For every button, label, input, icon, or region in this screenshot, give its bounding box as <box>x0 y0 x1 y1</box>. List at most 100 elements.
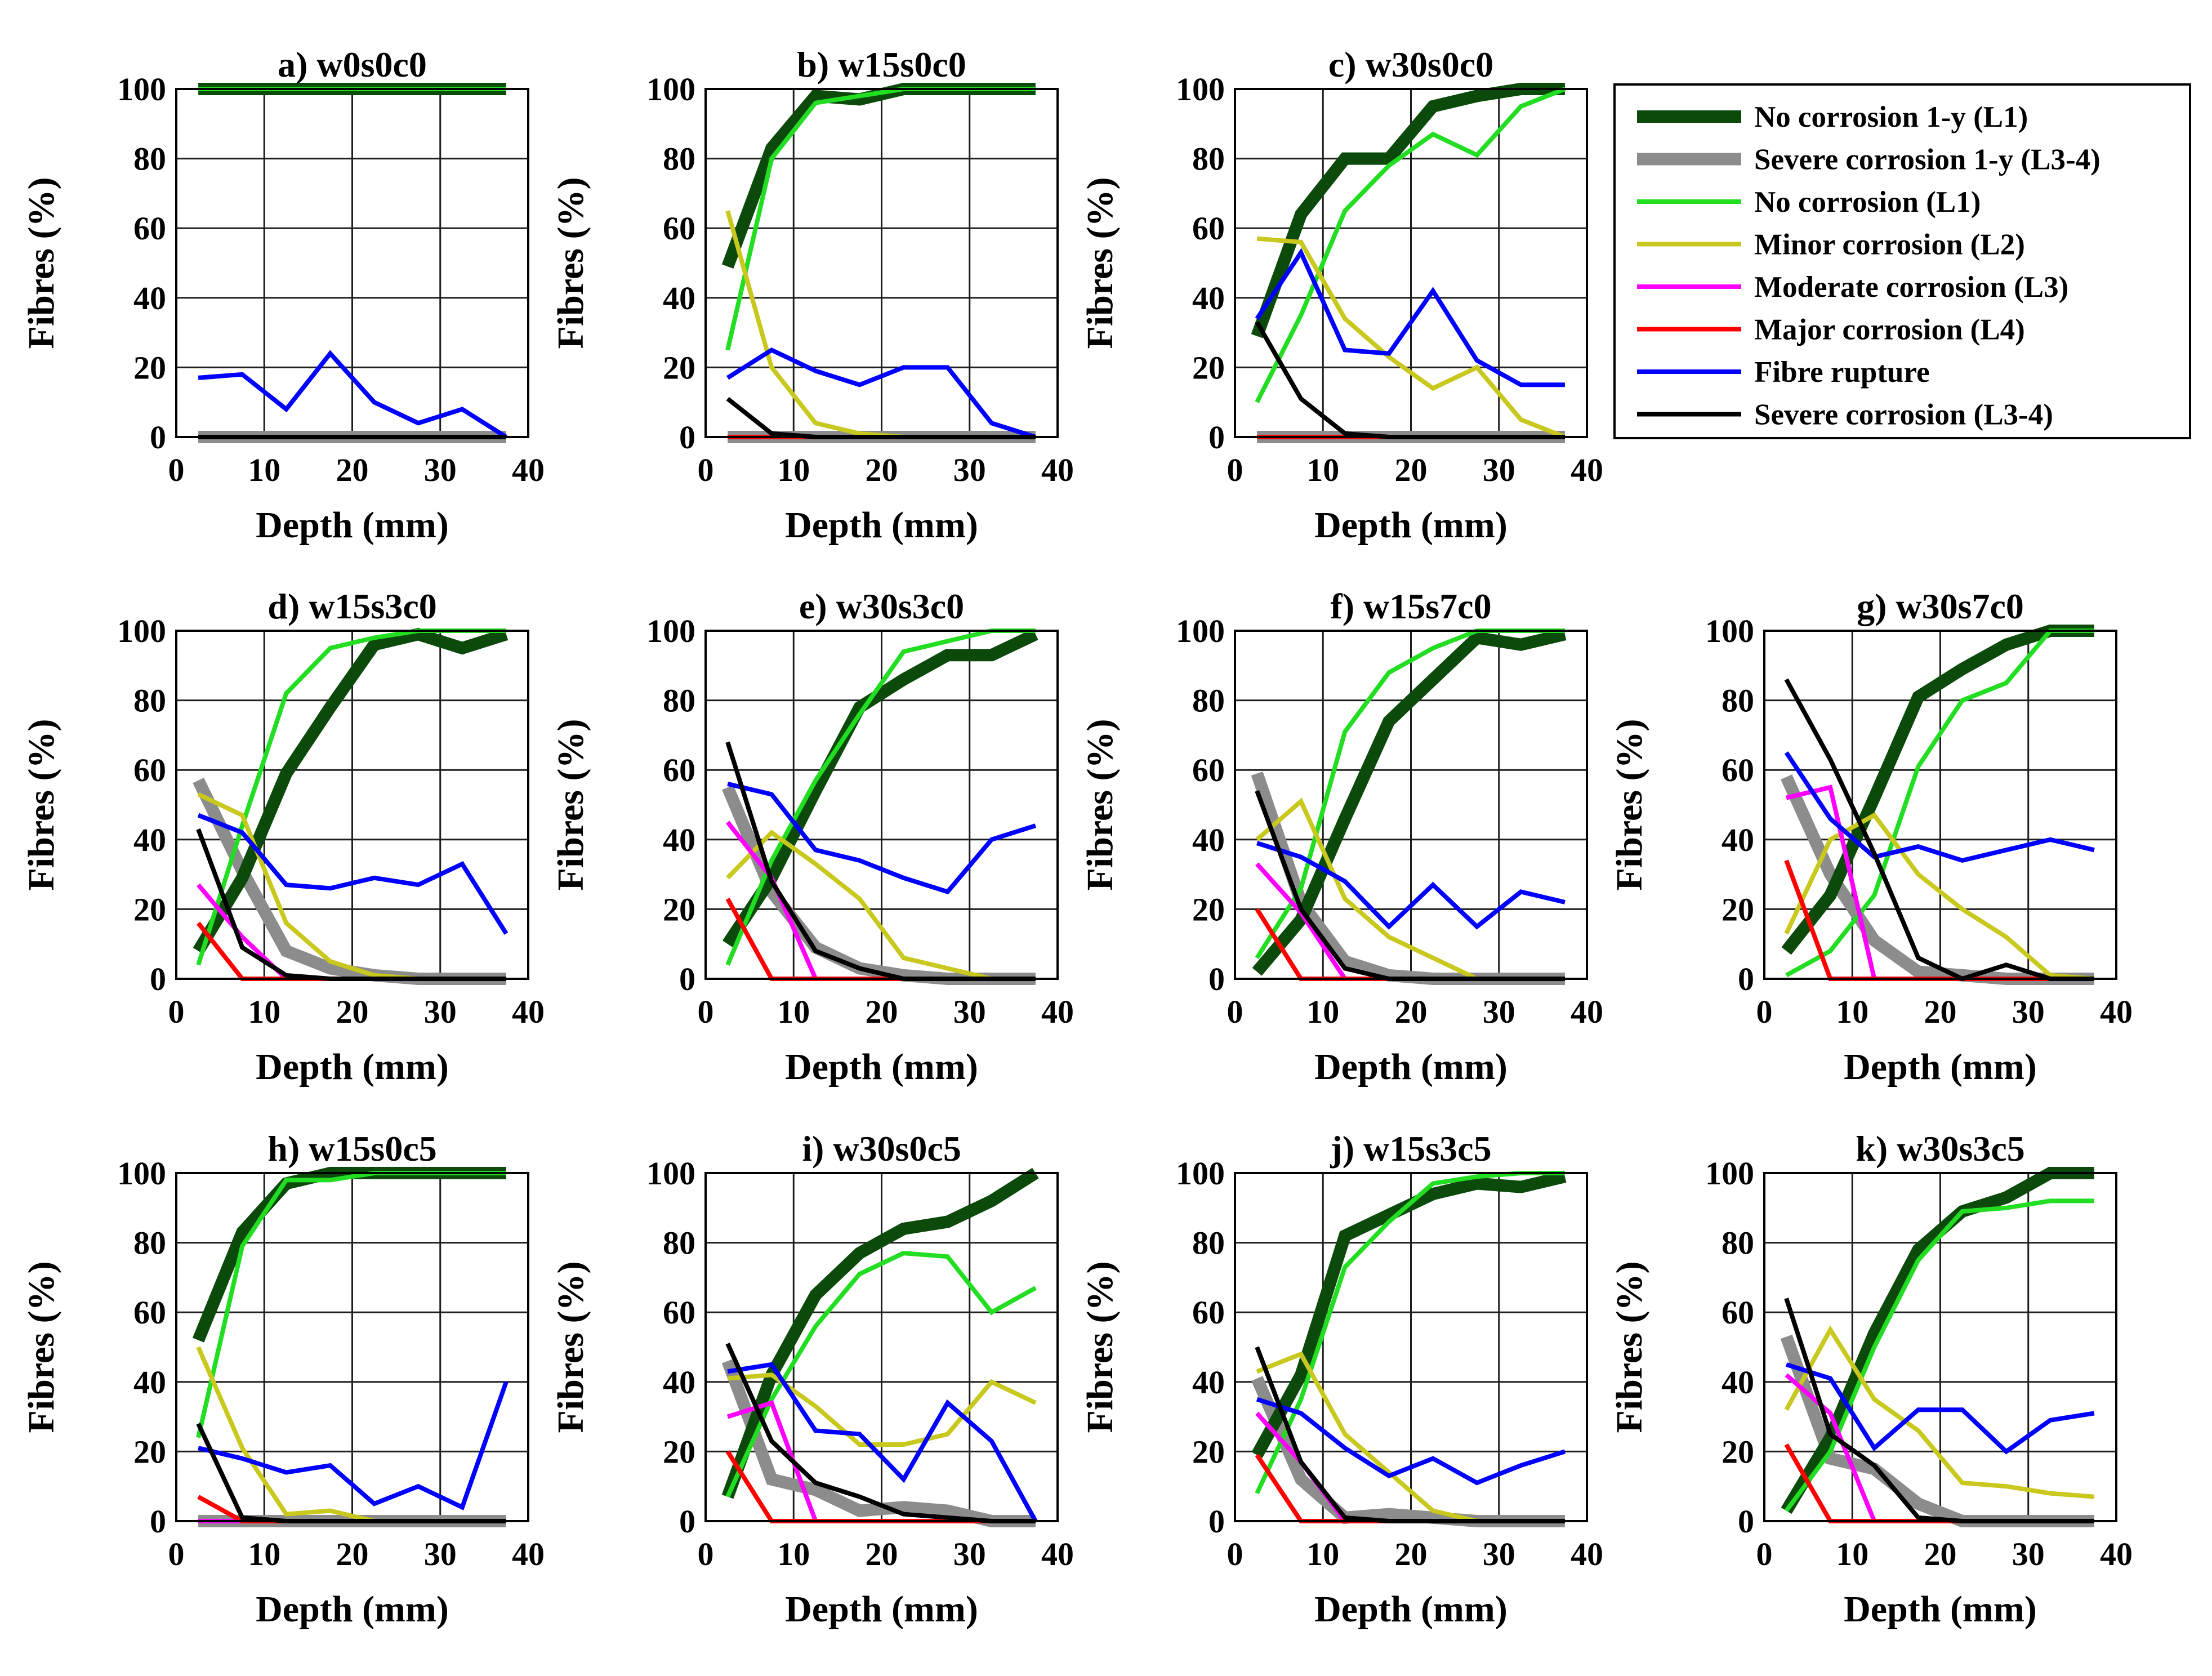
y-tick-label: 40 <box>663 822 695 858</box>
y-tick-label: 40 <box>1722 1364 1754 1401</box>
chart-panel: 0 10 20 30 40 0 20 40 60 80 100 c) w30s0c0 Depth (mm… <box>1080 44 1603 546</box>
x-axis-label: Depth (mm) <box>1314 1589 1508 1630</box>
y-tick-label: 80 <box>663 683 695 719</box>
y-axis-label: Fibres (%) <box>1609 1262 1650 1433</box>
x-tick-label: 0 <box>1227 1536 1243 1572</box>
chart-panel: 0 10 20 30 40 0 20 40 60 80 100 h) w15s0c5 Depth (mm… <box>21 1129 545 1630</box>
y-tick-label: 80 <box>1192 1225 1225 1262</box>
series-line-rupture <box>726 347 1037 439</box>
x-axis-label: Depth (mm) <box>1844 1589 2037 1630</box>
y-tick-label: 0 <box>1738 1503 1754 1540</box>
plot-frame <box>1234 630 1588 980</box>
y-tick-label: 80 <box>663 141 695 177</box>
x-axis-label: Depth (mm) <box>256 1589 449 1630</box>
series-line-minor <box>727 1372 1037 1447</box>
x-tick-label: 10 <box>777 1536 810 1572</box>
y-tick-label: 60 <box>663 210 695 247</box>
series-line-rupture <box>1256 1397 1566 1486</box>
y-tick-label: 60 <box>133 210 166 247</box>
y-tick-label: 20 <box>133 1433 166 1470</box>
x-tick-label: 10 <box>1836 993 1868 1030</box>
y-tick-label: 80 <box>1192 141 1225 177</box>
x-tick-label: 30 <box>1483 1536 1515 1572</box>
x-tick-label: 30 <box>1483 452 1515 488</box>
y-tick-label: 20 <box>1192 1433 1225 1470</box>
x-tick-label: 0 <box>1756 1536 1773 1572</box>
x-tick-label: 10 <box>1306 993 1339 1030</box>
x-tick-label: 0 <box>1227 993 1243 1030</box>
y-tick-label: 40 <box>663 280 695 317</box>
y-tick-label: 0 <box>1738 961 1754 997</box>
y-tick-label: 60 <box>663 752 695 788</box>
y-tick-label: 40 <box>1722 822 1754 858</box>
y-tick-label: 0 <box>1208 961 1225 997</box>
series-line-nc1y <box>1781 1167 2094 1514</box>
plot-frame <box>1763 1172 2117 1522</box>
chart-panel: 0 10 20 30 40 0 20 40 60 80 100 b) w15s0c0 Depth (mm… <box>550 44 1074 546</box>
chart-panel: 0 10 20 30 40 0 20 40 60 80 100 a) w0s0c0 Depth (mm)… <box>21 44 545 546</box>
y-tick-label: 0 <box>150 961 166 997</box>
y-tick-label: 20 <box>663 1433 695 1470</box>
series-line-nc1y <box>1252 628 1567 976</box>
y-tick-label: 20 <box>1192 349 1225 386</box>
x-tick-label: 10 <box>1306 1536 1339 1572</box>
y-axis-label: Fibres (%) <box>1080 177 1121 349</box>
chart-title: j) w15s3c5 <box>1330 1129 1491 1169</box>
series-line-rupture <box>198 350 508 439</box>
chart-panel: 0 10 20 30 40 0 20 40 60 80 100 k) w30s3c5 Depth (mm… <box>1609 1129 2133 1630</box>
y-axis-label: Fibres (%) <box>21 1262 62 1433</box>
series-line-nc <box>1785 629 2094 978</box>
series-line-rupture <box>197 813 509 935</box>
chart-title: c) w30s0c0 <box>1328 44 1493 84</box>
y-tick-label: 0 <box>679 1503 695 1540</box>
series-line-nc1y <box>193 627 509 955</box>
y-tick-label: 40 <box>1192 822 1225 858</box>
plot-frame <box>1234 1172 1588 1522</box>
x-tick-label: 20 <box>1395 452 1428 488</box>
y-axis-label: Fibres (%) <box>1080 1262 1121 1433</box>
x-tick-label: 0 <box>698 452 714 488</box>
series-line-severe <box>1784 678 2094 982</box>
chart-panel: 0 10 20 30 40 0 20 40 60 80 100 f) w15s7c0 Depth (mm… <box>1080 586 1603 1087</box>
x-tick-label: 30 <box>953 452 986 488</box>
y-tick-label: 0 <box>1208 1503 1225 1540</box>
chart-title: a) w0s0c0 <box>278 44 427 84</box>
x-tick-label: 30 <box>424 1536 457 1572</box>
y-tick-label: 100 <box>1705 613 1754 649</box>
x-axis-label: Depth (mm) <box>1314 505 1508 546</box>
chart-title: i) w30s0c5 <box>802 1129 961 1169</box>
x-axis-label: Depth (mm) <box>1844 1046 2037 1087</box>
x-tick-label: 10 <box>248 452 280 488</box>
chart-title: g) w30s7c0 <box>1857 586 2024 626</box>
y-axis-label: Fibres (%) <box>550 177 591 349</box>
y-tick-label: 100 <box>117 1155 166 1192</box>
plot-frame <box>175 88 529 438</box>
y-tick-label: 20 <box>1192 891 1225 928</box>
y-tick-label: 40 <box>663 1364 695 1401</box>
y-tick-label: 60 <box>1722 752 1754 788</box>
chart-title: d) w15s3c0 <box>267 586 436 626</box>
x-tick-label: 20 <box>336 1536 369 1572</box>
legend: No corrosion 1-y (L1) Severe corrosion 1-… <box>1613 83 2191 439</box>
plot-frame <box>704 630 1059 980</box>
y-tick-label: 100 <box>117 613 166 649</box>
chart-panel: 0 10 20 30 40 0 20 40 60 80 100 e) w30s3c0 Depth (mm… <box>550 586 1074 1087</box>
plot-frame <box>704 1172 1059 1522</box>
x-tick-label: 30 <box>424 452 457 488</box>
y-tick-label: 100 <box>1705 1155 1754 1192</box>
x-tick-label: 0 <box>168 452 185 488</box>
x-tick-label: 40 <box>1041 993 1074 1030</box>
x-axis-label: Depth (mm) <box>785 505 978 546</box>
x-tick-label: 30 <box>2012 1536 2045 1572</box>
y-axis-label: Fibres (%) <box>1609 719 1650 891</box>
x-tick-label: 40 <box>1041 452 1074 488</box>
x-tick-label: 20 <box>336 993 369 1030</box>
x-tick-label: 40 <box>512 1536 545 1572</box>
series-line-nc1y <box>721 1167 1039 1499</box>
chart-title: h) w15s0c5 <box>267 1129 436 1169</box>
legend-label: Fibre rupture <box>1754 356 1930 389</box>
legend-label: No corrosion (L1) <box>1754 186 1981 219</box>
series-line-rupture <box>1255 248 1565 387</box>
x-tick-label: 20 <box>866 452 898 488</box>
